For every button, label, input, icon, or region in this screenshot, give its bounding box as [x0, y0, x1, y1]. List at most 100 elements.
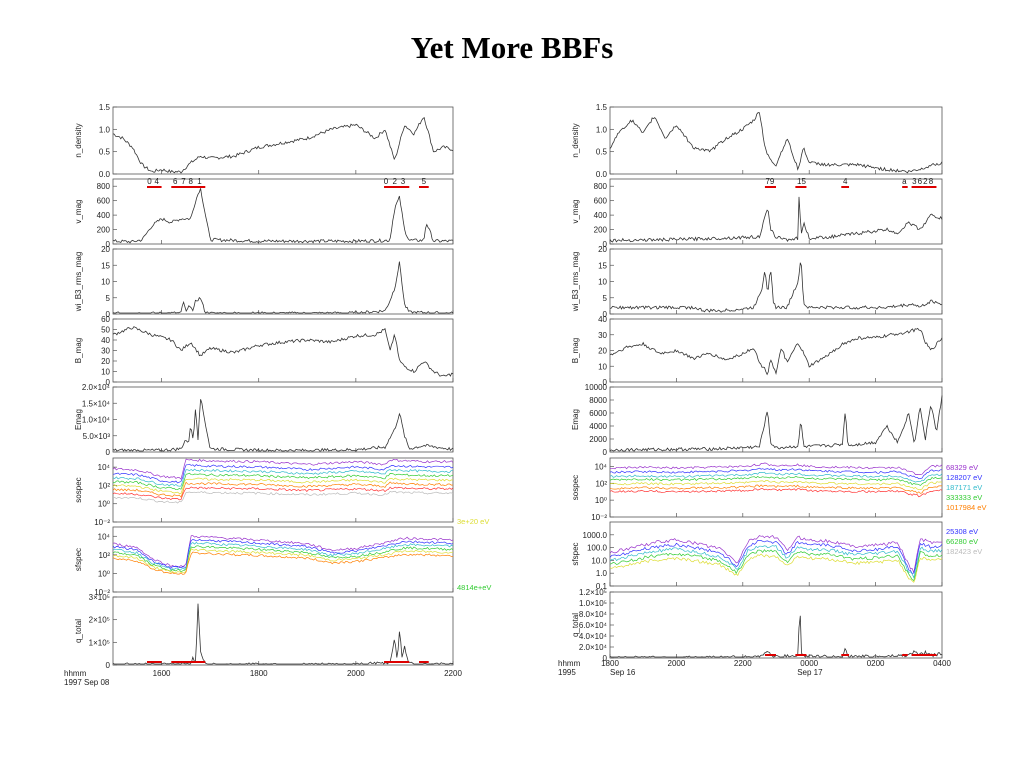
- y-tick-label: 0: [106, 448, 111, 457]
- y-tick-label: 200: [594, 226, 608, 235]
- y-tick-label: 10⁻²: [591, 513, 607, 522]
- series-B_mag: [609, 327, 943, 376]
- series-B_mag: [112, 326, 454, 377]
- spectrum-channel: [112, 545, 454, 573]
- y-tick-label: 0: [106, 310, 111, 319]
- panel-frame: [609, 106, 943, 175]
- x-tick-label: 2200: [444, 669, 462, 678]
- y-tick-label: 60: [101, 315, 110, 324]
- event-marker-label: 3: [912, 177, 917, 186]
- event-marker-label: 8: [188, 177, 193, 186]
- panel-n_density: 0.0 0.5 1.0 1.5 n_density: [74, 103, 454, 179]
- y-tick-label: 4000: [589, 422, 607, 431]
- event-bar-baseline: [384, 661, 410, 663]
- spectrum-channel: [112, 458, 454, 480]
- event-bar: [902, 186, 908, 188]
- panel-frame: [112, 596, 454, 666]
- event-marker-label: 5: [801, 177, 806, 186]
- spectrum-channel: [609, 462, 943, 475]
- y-tick-label: 800: [97, 182, 111, 191]
- panel-frame: [112, 318, 454, 383]
- event-marker-label: a: [902, 177, 907, 186]
- panel-frame: [112, 178, 454, 245]
- y-axis-label: q_total: [74, 619, 83, 643]
- y-tick-label: 1.0: [596, 569, 608, 578]
- panel-B_mag: 0 10 20 30 40 B_mag: [571, 315, 943, 387]
- y-axis-label: wi_B3_rms_mag: [571, 252, 580, 313]
- slide-title: Yet More BBFs: [410, 30, 614, 65]
- energy-label: 128207 eV: [946, 473, 982, 482]
- y-tick-label: 10⁴: [595, 462, 608, 471]
- y-axis-label: n_density: [571, 123, 580, 157]
- event-marker-label: 4: [843, 177, 848, 186]
- panel-frame: [112, 526, 454, 593]
- y-tick-label: 10: [598, 278, 607, 287]
- spectrum-channel: [609, 484, 943, 494]
- event-bar: [795, 186, 807, 188]
- y-tick-label: 5: [106, 294, 111, 303]
- y-tick-label: 10²: [595, 479, 607, 488]
- y-axis-label: Emag: [74, 409, 83, 430]
- y-tick-label: 1×10⁵: [89, 638, 110, 647]
- event-marker-label: 9: [770, 177, 775, 186]
- spectrum-channel: [112, 551, 454, 575]
- y-tick-label: 10.0: [591, 556, 607, 565]
- right-chart: 0.00.51.01.5n_density0200400600800v_mag7…: [558, 103, 986, 677]
- y-tick-label: 20: [598, 347, 607, 356]
- y-tick-label: 400: [97, 211, 111, 220]
- y-tick-label: 8.0×10⁴: [579, 610, 608, 619]
- y-tick-label: 10⁴: [98, 463, 111, 472]
- y-tick-label: 0.5: [596, 148, 608, 157]
- spectrum-channel: [609, 467, 942, 480]
- spectrum-channel: [112, 468, 454, 487]
- x-tick-label: 2000: [668, 659, 686, 668]
- y-tick-label: 1.0×10⁵: [579, 599, 607, 608]
- spectrum-channel: [112, 538, 454, 569]
- panel-wi_B3_rms_mag: 0 5 10 15 20 wi_B3_rms_mag: [571, 245, 943, 319]
- spectrum-channel: [112, 472, 454, 491]
- series-q_total: [112, 603, 454, 665]
- series-Emag: [112, 399, 454, 452]
- event-bar-baseline: [147, 661, 162, 663]
- y-tick-label: 5.0×10³: [83, 432, 111, 441]
- y-axis-label: sospec: [571, 475, 580, 500]
- panel-frame: [609, 591, 943, 659]
- event-bar: [764, 186, 776, 188]
- panel-frame: [609, 521, 943, 587]
- y-tick-label: 2.0×10⁴: [579, 643, 608, 652]
- y-tick-label: 10²: [98, 481, 110, 490]
- y-tick-label: 1.0: [596, 125, 608, 134]
- event-bar: [171, 186, 206, 188]
- y-tick-label: 800: [594, 182, 608, 191]
- y-axis-label: n_density: [74, 123, 83, 157]
- spectrum-channel: [609, 475, 943, 486]
- event-marker-label: 3: [401, 177, 406, 186]
- y-tick-label: 0.0: [99, 170, 111, 179]
- y-tick-label: 2.0×10⁴: [82, 383, 111, 392]
- y-tick-label: 0: [603, 240, 608, 249]
- spectrum-channel: [112, 535, 454, 568]
- y-tick-label: 10⁻²: [94, 588, 110, 597]
- panel-frame: [112, 457, 454, 523]
- y-tick-label: 0: [603, 378, 608, 387]
- y-tick-label: 10: [598, 362, 607, 371]
- energy-label: 187171 eV: [946, 483, 982, 492]
- x-tick-label: 2000: [347, 669, 365, 678]
- y-tick-label: 50: [101, 326, 110, 335]
- x-tick-label: 1800: [250, 669, 268, 678]
- y-tick-label: 400: [594, 211, 608, 220]
- series-n_density: [112, 117, 454, 174]
- event-marker-label: 8: [929, 177, 934, 186]
- spectrum-channel: [609, 480, 943, 491]
- y-tick-label: 20: [101, 357, 110, 366]
- panel-sfspec: 10⁻² 10⁰ 10² 10⁴ sfspec 4814e+eV: [74, 526, 491, 597]
- spectrum-channel: [112, 477, 454, 494]
- spectrum-channel: [609, 488, 943, 498]
- y-axis-label: B_mag: [74, 338, 83, 363]
- x-tick-label: 1600: [153, 669, 171, 678]
- y-tick-label: 1.0×10⁴: [82, 416, 111, 425]
- y-tick-label: 0: [106, 378, 111, 387]
- y-tick-label: 1000.0: [583, 531, 608, 540]
